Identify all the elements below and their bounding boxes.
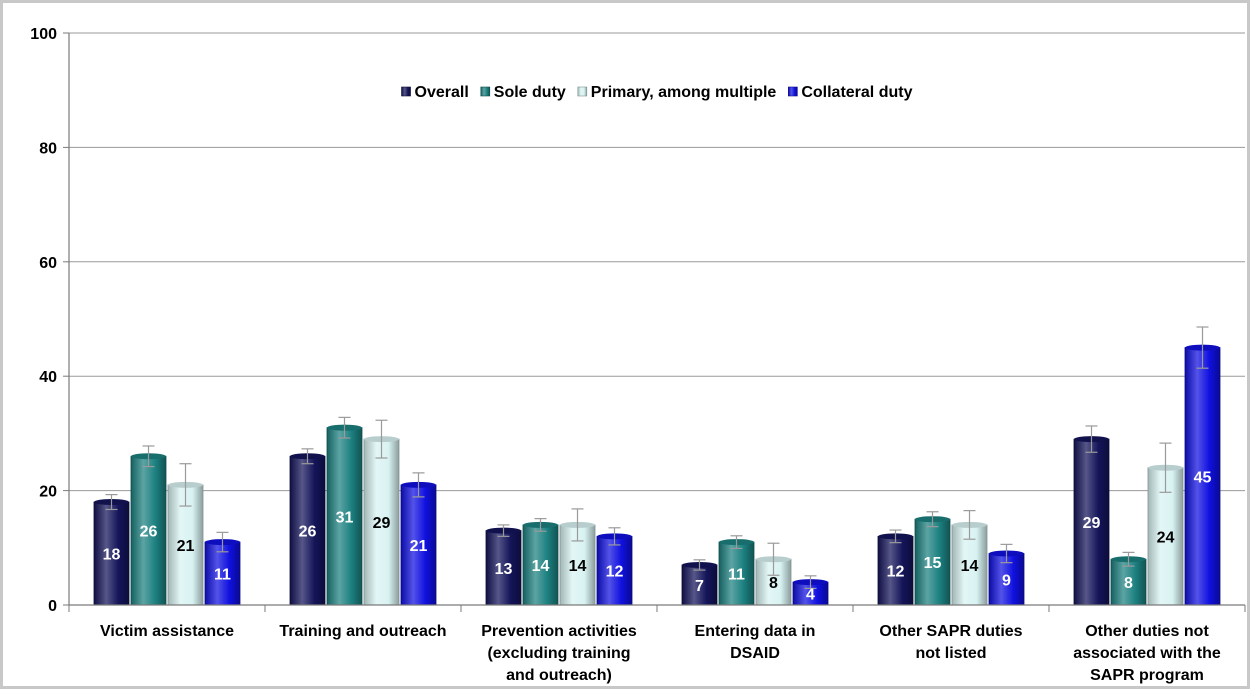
legend-label: Primary, among multiple: [591, 84, 777, 101]
data-label: 29: [1083, 515, 1101, 532]
y-tick-label: 80: [39, 140, 57, 157]
bar: [400, 484, 437, 606]
gridlines: [69, 32, 1245, 492]
legend-swatch: [788, 86, 798, 97]
data-label: 26: [140, 524, 158, 541]
y-tick-label: 60: [39, 255, 57, 272]
category-label-line: Entering data in: [695, 623, 816, 640]
category-label: Other duties not associated with the SAPR …: [1073, 623, 1221, 684]
legend-swatch: [480, 86, 491, 97]
data-label: 31: [336, 509, 354, 526]
data-label: 12: [606, 564, 624, 581]
bar: [93, 501, 130, 606]
error-bars: [105, 326, 1209, 590]
bar: [326, 427, 363, 606]
bar: [363, 438, 400, 606]
category-label: Entering data in DSAID: [695, 623, 816, 662]
legend-swatch: [401, 86, 411, 97]
bar: [130, 455, 167, 606]
category-label-line: Training and outreach: [279, 623, 446, 640]
category-label-line: SAPR program: [1090, 667, 1204, 684]
category-label: Other SAPR duties not listed: [879, 623, 1022, 662]
bar: [1110, 558, 1147, 606]
category-label: Prevention activities (excluding training…: [481, 623, 637, 684]
data-label: 21: [177, 538, 195, 555]
data-label: 8: [1124, 575, 1133, 592]
data-label: 45: [1194, 469, 1212, 486]
category-label-line: Other duties not: [1085, 623, 1209, 640]
data-label: 7: [695, 578, 704, 595]
bar: [204, 541, 241, 606]
category-label-line: Other SAPR duties: [879, 623, 1022, 640]
legend: Overall Sole duty Primary, among multiple C…: [401, 84, 913, 101]
category-label-line: associated with the: [1073, 645, 1221, 662]
bar: [596, 535, 633, 606]
legend-item: Sole duty: [480, 84, 566, 101]
legend-swatch: [577, 86, 588, 97]
data-label: 11: [728, 567, 745, 584]
bar: [914, 518, 951, 606]
y-tick-label: 0: [48, 598, 57, 615]
y-tick-label: 20: [39, 484, 57, 501]
x-axis: Victim assistance Training and outreach Pr…: [68, 604, 1246, 684]
bar: [877, 535, 914, 606]
legend-label: Overall: [415, 84, 469, 101]
data-label: 24: [1157, 529, 1175, 546]
data-label: 14: [569, 558, 587, 575]
y-tick-label: 100: [30, 26, 57, 43]
bar: [681, 564, 718, 606]
data-label: 11: [214, 567, 231, 584]
data-labels: 18 26 13 7 12 29 26 31 14 11 15 8 21 29 14 8 14 24 11 21 12 4…: [103, 469, 1212, 603]
y-tick-label: 40: [39, 369, 57, 386]
legend-label: Collateral duty: [801, 84, 912, 101]
bar: [1184, 347, 1221, 606]
legend-label: Sole duty: [494, 84, 566, 101]
data-label: 15: [924, 555, 942, 572]
data-label: 18: [103, 547, 121, 564]
legend-item: Collateral duty: [788, 84, 913, 101]
category-label-line: (excluding training: [487, 645, 630, 662]
data-label: 26: [299, 524, 317, 541]
category-label-line: and outreach): [506, 667, 612, 684]
data-label: 12: [887, 564, 905, 581]
data-label: 29: [373, 515, 391, 532]
legend-item: Overall: [401, 84, 469, 101]
data-label: 14: [961, 558, 979, 575]
category-label: Training and outreach: [279, 623, 446, 640]
category-label: Victim assistance: [100, 623, 234, 640]
data-label: 8: [769, 575, 778, 592]
data-label: 4: [806, 587, 815, 604]
data-label: 14: [532, 558, 550, 575]
data-label: 9: [1002, 572, 1011, 589]
bars: [93, 344, 1221, 606]
category-label-line: not listed: [915, 645, 986, 662]
y-axis: 0 20 40 60 80 100: [30, 26, 70, 615]
data-label: 21: [410, 538, 428, 555]
category-label-line: Victim assistance: [100, 623, 234, 640]
category-label-line: DSAID: [730, 645, 780, 662]
bar: [485, 530, 522, 606]
data-label: 13: [495, 561, 513, 578]
legend-item: Primary, among multiple: [577, 84, 777, 101]
category-label-line: Prevention activities: [481, 623, 637, 640]
